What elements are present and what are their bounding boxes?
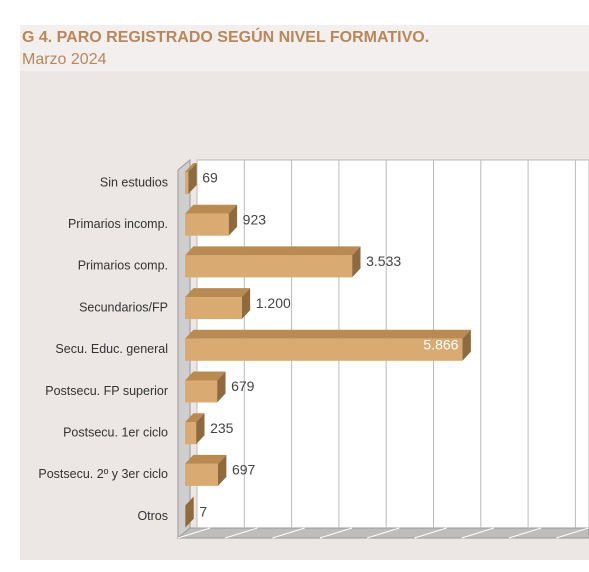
floor-line — [461, 527, 494, 539]
value-label: 3.533 — [366, 253, 401, 269]
bar — [185, 422, 197, 445]
value-label: 69 — [202, 170, 218, 186]
value-label: 5.866 — [423, 337, 458, 353]
y-tick-label: Postsecu. 2º y 3er ciclo — [38, 467, 168, 481]
bar — [185, 213, 229, 236]
bar — [185, 380, 218, 403]
y-tick-label: Primarios incomp. — [68, 217, 168, 231]
bar-top — [185, 246, 361, 256]
value-label: 923 — [243, 211, 267, 227]
bar-side — [196, 413, 205, 445]
value-label: 679 — [231, 378, 255, 394]
value-label: 697 — [232, 462, 256, 478]
bar-top — [185, 163, 197, 172]
bar-top — [185, 413, 205, 423]
bar-top — [185, 204, 238, 214]
bar-side — [352, 246, 361, 278]
bar-side — [462, 329, 471, 361]
value-label: 1.200 — [256, 295, 291, 311]
floor-line — [508, 527, 542, 539]
floor-line — [367, 527, 400, 539]
chart-title: G 4. PARO REGISTRADO SEGÚN NIVEL FORMATI… — [22, 27, 429, 46]
bar-side — [228, 204, 238, 236]
y-tick-label: Postsecu. FP superior — [45, 384, 168, 398]
value-label: 7 — [199, 503, 207, 519]
floor-line — [319, 527, 353, 539]
y-tick-label: Primarios comp. — [78, 259, 168, 273]
y-tick-label: Postsecu. 1er ciclo — [63, 425, 168, 439]
bar-top — [185, 329, 471, 339]
bar — [185, 255, 353, 278]
floor-line — [225, 527, 258, 539]
floor-line — [414, 527, 447, 539]
bar-side — [217, 454, 227, 486]
bar-side — [188, 163, 197, 194]
bar — [185, 463, 218, 486]
bar — [185, 338, 463, 361]
bar-side — [185, 496, 194, 528]
bar-top — [185, 454, 227, 464]
bar-top — [185, 496, 194, 506]
floor-line — [556, 527, 589, 539]
bar — [185, 297, 242, 320]
bar-side — [241, 288, 251, 320]
bar — [185, 172, 189, 194]
y-tick-label: Otros — [137, 509, 168, 523]
floor-line — [177, 527, 211, 539]
value-label: 235 — [210, 420, 234, 436]
bar-top — [185, 371, 226, 381]
bar-top — [185, 288, 251, 298]
chart-subtitle: Marzo 2024 — [22, 51, 107, 68]
title-band — [20, 25, 589, 71]
floor-line — [272, 527, 305, 539]
y-tick-label: Secu. Educ. general — [55, 342, 168, 356]
y-tick-label: Sin estudios — [100, 175, 168, 189]
bar-side — [217, 371, 226, 403]
y-tick-label: Secundarios/FP — [79, 300, 168, 314]
